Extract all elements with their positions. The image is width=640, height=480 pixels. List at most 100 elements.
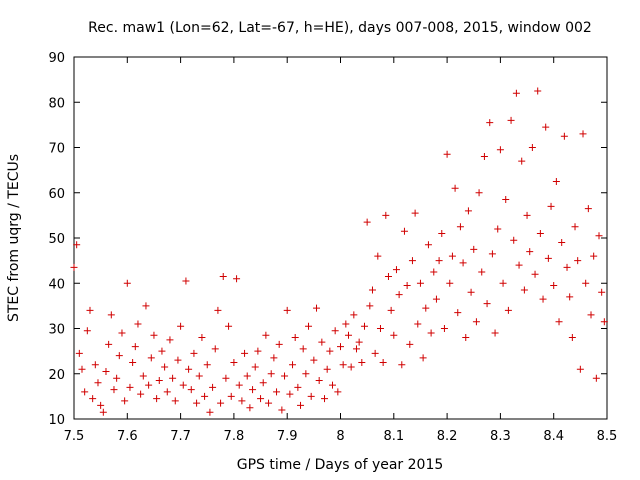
x-axis-ticks: 7.5 7.6 7.7 7.8 7.9 8 8.1 8.2 8.3 8.4 8.5 — [64, 57, 617, 444]
data-point — [110, 386, 118, 394]
data-point — [446, 279, 454, 287]
data-point — [470, 245, 478, 253]
chart-title: Rec. maw1 (Lon=62, Lat=-67, h=HE), days … — [88, 20, 592, 36]
data-point — [560, 132, 568, 140]
data-point — [414, 320, 422, 328]
data-point — [83, 327, 91, 335]
data-point — [550, 282, 558, 290]
x-tick-label: 8 — [336, 429, 344, 444]
data-point — [233, 275, 241, 283]
y-tick-label: 70 — [48, 142, 65, 157]
data-point — [574, 257, 582, 265]
y-tick-label: 40 — [48, 277, 65, 292]
data-point — [347, 363, 355, 371]
data-point — [129, 358, 137, 366]
data-point — [563, 263, 571, 271]
y-axis-ticks: 10 20 30 40 50 60 70 80 90 — [48, 51, 607, 428]
data-point — [193, 399, 201, 407]
data-point — [552, 177, 560, 185]
data-point — [566, 293, 574, 301]
data-point — [89, 395, 97, 403]
data-point — [294, 383, 302, 391]
data-point — [86, 306, 94, 314]
data-point — [177, 322, 185, 330]
data-point — [134, 320, 142, 328]
data-point — [137, 390, 145, 398]
data-point — [584, 205, 592, 213]
data-point — [326, 347, 334, 355]
data-point — [454, 309, 462, 317]
data-point — [352, 345, 360, 353]
data-point — [259, 379, 267, 387]
x-tick-label: 8.4 — [543, 429, 564, 444]
data-point — [195, 372, 203, 380]
x-tick-label: 7.6 — [117, 429, 138, 444]
data-point — [318, 338, 326, 346]
x-tick-label: 7.7 — [170, 429, 191, 444]
data-point — [430, 268, 438, 276]
data-point — [350, 311, 358, 319]
data-point — [142, 302, 150, 310]
data-point — [459, 259, 467, 267]
data-point — [123, 279, 131, 287]
data-point — [526, 248, 534, 256]
data-point — [230, 358, 238, 366]
data-point — [70, 263, 78, 271]
data-points — [70, 87, 608, 416]
data-point — [523, 211, 531, 219]
data-point — [408, 257, 416, 265]
data-point — [313, 304, 321, 312]
data-point — [203, 361, 211, 369]
data-point — [217, 399, 225, 407]
data-point — [416, 279, 424, 287]
data-point — [600, 318, 608, 326]
data-point — [158, 347, 166, 355]
data-point — [494, 225, 502, 233]
x-tick-label: 8.2 — [437, 429, 458, 444]
data-point — [225, 322, 233, 330]
data-point — [464, 207, 472, 215]
x-tick-label: 7.8 — [224, 429, 245, 444]
data-point — [238, 397, 246, 405]
data-point — [254, 347, 262, 355]
data-point — [496, 146, 504, 154]
data-point — [488, 250, 496, 258]
data-point — [310, 356, 318, 364]
data-point — [251, 363, 259, 371]
data-point — [427, 329, 435, 337]
data-point — [518, 157, 526, 165]
data-point — [571, 223, 579, 231]
data-point — [182, 277, 190, 285]
data-point — [592, 374, 600, 382]
data-point — [507, 116, 515, 124]
data-point — [121, 397, 129, 405]
data-point — [166, 336, 174, 344]
data-point — [520, 286, 528, 294]
x-tick-label: 8.1 — [383, 429, 404, 444]
data-point — [382, 211, 390, 219]
data-point — [171, 397, 179, 405]
data-point — [486, 119, 494, 127]
data-point — [257, 395, 265, 403]
data-point — [371, 349, 379, 357]
data-point — [139, 372, 147, 380]
y-tick-label: 50 — [48, 232, 65, 247]
data-point — [94, 379, 102, 387]
data-point — [315, 377, 323, 385]
y-tick-label: 30 — [48, 323, 65, 338]
data-point — [227, 392, 235, 400]
data-point — [512, 89, 520, 97]
data-point — [91, 361, 99, 369]
data-point — [241, 349, 249, 357]
data-point — [291, 334, 299, 342]
data-point — [400, 227, 408, 235]
data-point — [395, 291, 403, 299]
data-point — [438, 229, 446, 237]
x-axis-label: GPS time / Days of year 2015 — [237, 457, 444, 473]
x-tick-label: 7.5 — [64, 429, 85, 444]
data-point — [235, 381, 243, 389]
data-point — [262, 331, 270, 339]
data-point — [579, 130, 587, 138]
data-point — [568, 334, 576, 342]
